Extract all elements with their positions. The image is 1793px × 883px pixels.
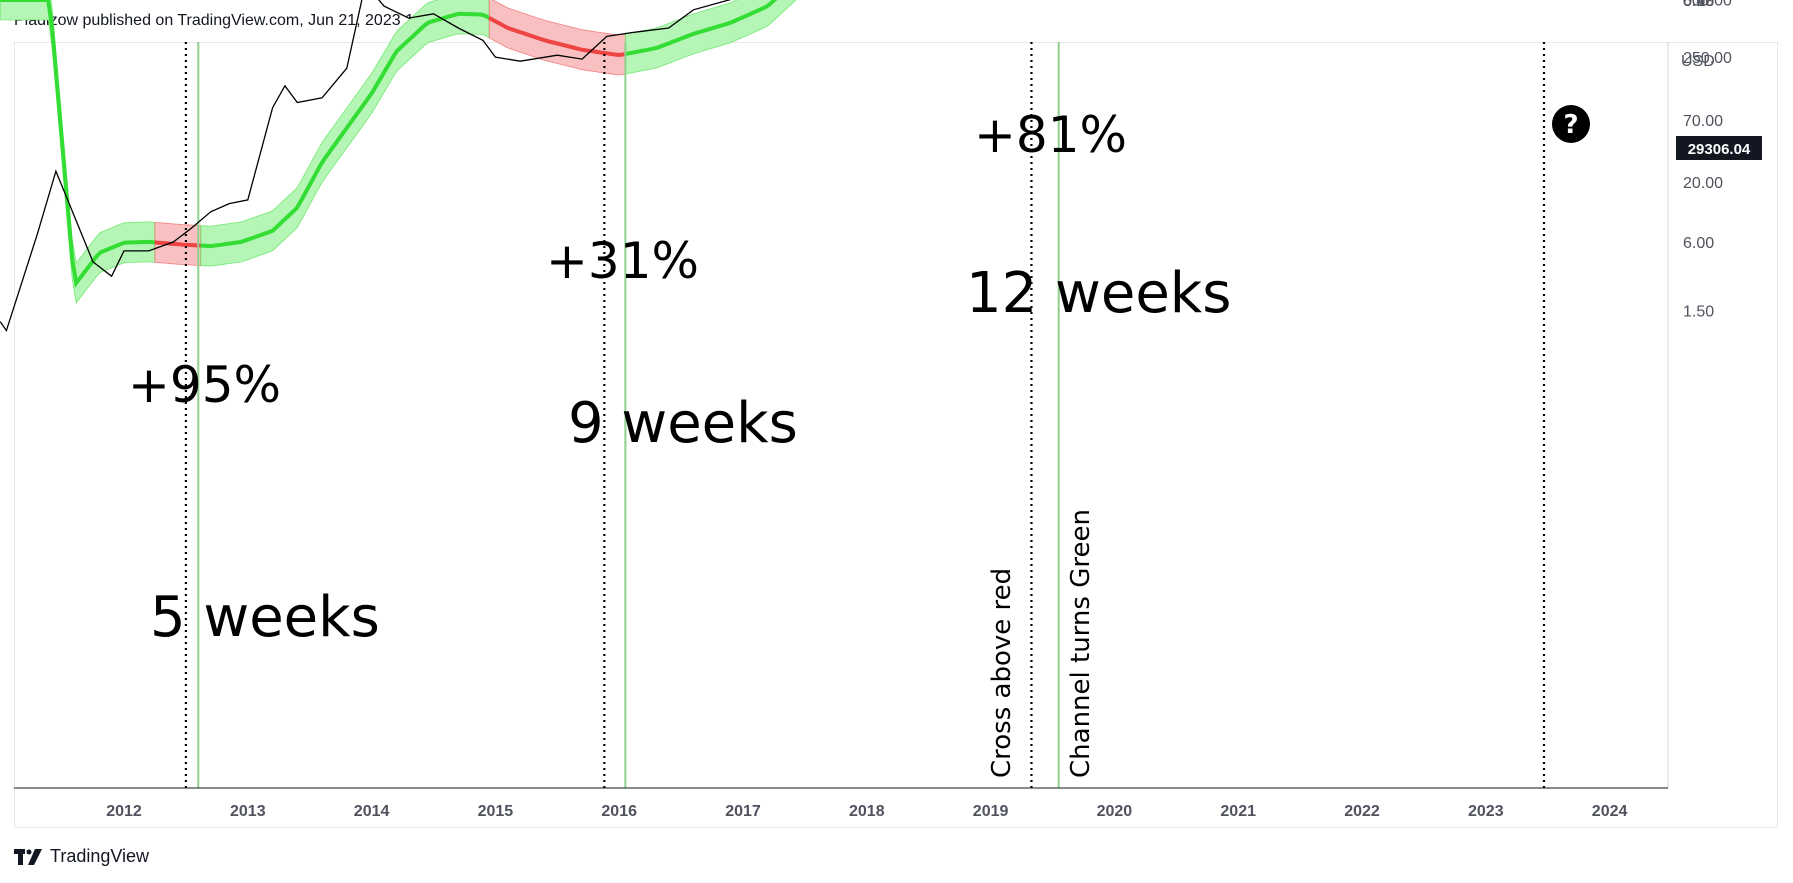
channel-green-centerline [200, 11, 491, 249]
event-lines [184, 42, 1546, 788]
x-tick-2014: 2014 [354, 803, 390, 820]
channel-green-centerline [625, 0, 778, 56]
channel-green-band [625, 0, 797, 75]
publisher-line: Pladizow published on TradingView.com, J… [14, 12, 483, 29]
question-mark-text: ? [1563, 110, 1578, 140]
tradingview-logo-icon [14, 848, 42, 865]
channel-red-centerline [154, 240, 201, 248]
y-tick-250.00: 250.00 [1683, 50, 1732, 67]
x-tick-2015: 2015 [478, 803, 514, 820]
cross-above-red-label: Cross above red [987, 568, 1017, 778]
gain-label-1: +95% [128, 356, 281, 414]
last-price-label: 29306.04 [1688, 141, 1751, 158]
channel-green-band [0, 0, 156, 304]
y-tick-0.03: 0.03 [1683, 0, 1714, 10]
y-tick-0.40: 0.40 [1683, 0, 1714, 10]
y-tick-6.00: 6.00 [1683, 235, 1714, 252]
y-tick-20.00: 20.00 [1683, 175, 1723, 192]
gain-label-3: +81% [974, 106, 1127, 164]
x-axis-ticks: 2012 2013 2014 2015 2016 2017 2018 2019 2020 2021… [106, 803, 1627, 820]
channel-green-centerline [0, 0, 156, 288]
x-tick-2012: 2012 [106, 803, 142, 820]
duration-label-2: 9 weeks [568, 391, 798, 456]
chart-frame [14, 42, 1778, 828]
question-mark-circle [1552, 105, 1590, 143]
tradingview-logo[interactable]: TradingView [14, 846, 149, 867]
x-tick-2013: 2013 [230, 803, 266, 820]
currency-label: USD [1681, 53, 1715, 70]
channel-red-centerline [488, 16, 626, 57]
last-price-box [1676, 136, 1762, 160]
question-mark-icon: ? [1552, 105, 1590, 143]
price-line [0, 0, 732, 333]
channel-band [0, 0, 797, 304]
y-tick-1.50: 1.50 [1683, 304, 1714, 321]
x-tick-2018: 2018 [849, 803, 885, 820]
last-price-badge: 29306.04 [1676, 136, 1762, 160]
y-tick-800.00: 800.00 [1683, 0, 1732, 10]
x-tick-2023: 2023 [1468, 803, 1504, 820]
x-tick-2017: 2017 [725, 803, 761, 820]
x-tick-2022: 2022 [1344, 803, 1380, 820]
duration-label-3: 12 weeks [966, 261, 1231, 326]
y-tick-70.00: 70.00 [1683, 113, 1723, 130]
chart-svg[interactable]: USD 125000.0010000.003000.00800.00250.00… [0, 0, 1793, 835]
x-tick-2021: 2021 [1220, 803, 1256, 820]
y-tick-0.10: 0.10 [1683, 0, 1714, 10]
x-tick-2016: 2016 [601, 803, 637, 820]
x-tick-2024: 2024 [1592, 803, 1628, 820]
x-tick-2019: 2019 [973, 803, 1009, 820]
y-axis-ticks: 125000.0010000.003000.00800.00250.0070.0… [1683, 0, 1732, 321]
tradingview-brand: TradingView [50, 846, 150, 866]
channel-turns-green-label: Channel turns Green [1066, 509, 1096, 778]
duration-label-1: 5 weeks [150, 585, 380, 650]
gain-label-2: +31% [546, 232, 699, 290]
x-tick-2020: 2020 [1097, 803, 1133, 820]
